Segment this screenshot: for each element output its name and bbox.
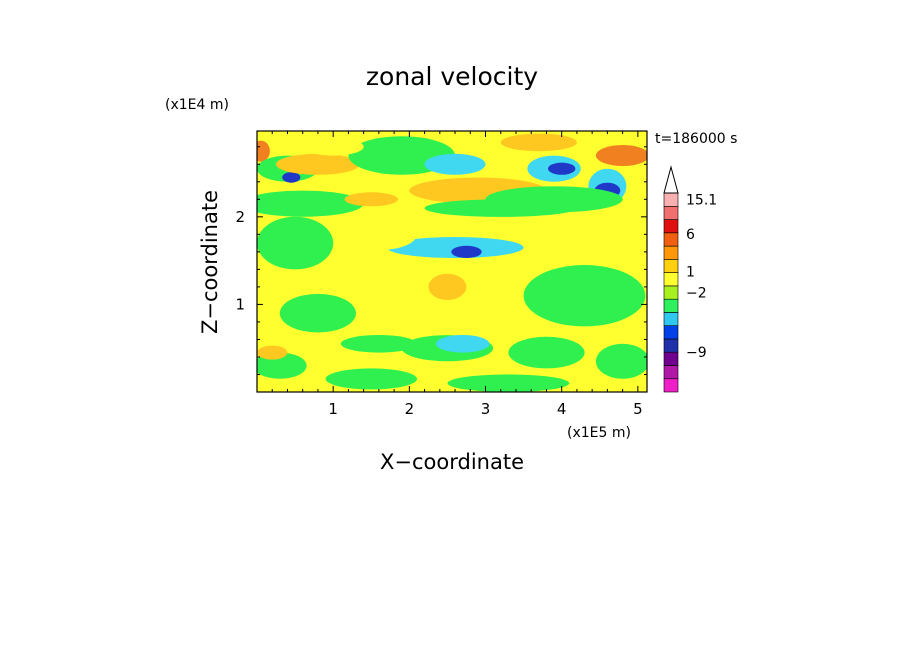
field-region-positive (428, 273, 467, 300)
field-region-neutral (257, 216, 334, 270)
plot-area (256, 130, 648, 393)
x-scale-label: (x1E5 m) (567, 425, 631, 441)
colorbar-segment (663, 192, 679, 207)
field-region-strong-positive (595, 145, 647, 166)
x-axis: 1 2 3 4 5 (271, 131, 643, 418)
colorbar-segment (663, 285, 679, 300)
field-region-negative (424, 153, 486, 175)
field-region-positive (344, 192, 398, 207)
x-tick-label: 4 (557, 400, 567, 418)
plot-frame (256, 130, 648, 393)
colorbar-segment (663, 272, 679, 287)
colorbar-label: 1 (686, 264, 695, 280)
field-region-neutral (325, 368, 417, 390)
field-region-positive (276, 153, 360, 175)
colorbar-label: −9 (686, 345, 707, 361)
colorbar-label: 15.1 (686, 193, 717, 209)
colorbar-segment (663, 298, 679, 313)
field-region-neutral (523, 265, 646, 327)
colorbar-segment (663, 378, 679, 393)
field-region-strong-negative (548, 162, 576, 175)
colorbar-segment (663, 312, 679, 326)
field-region-strong-positive (257, 140, 270, 162)
colorbar-segment (663, 351, 679, 366)
field-region-neutral (595, 343, 647, 379)
colorbar-label: 6 (686, 227, 695, 243)
colorbar-segment (663, 325, 679, 340)
colorbar: 15.1 6 1 −2 −9 (663, 165, 717, 393)
y-axis-title: Z−coordinate (198, 190, 222, 334)
field-region-neutral (257, 190, 364, 217)
colorbar-segment (663, 258, 679, 273)
x-tick-label: 3 (481, 400, 491, 418)
colorbar-segment (663, 206, 679, 220)
field-region-strong-negative (451, 245, 482, 258)
y-tick-label: 2 (235, 208, 245, 226)
field-region-negative (436, 335, 490, 353)
chart-title: zonal velocity (366, 62, 538, 91)
field-region-neutral (485, 186, 623, 213)
y-scale-label: (x1E4 m) (165, 97, 229, 113)
field-region-neutral (279, 293, 356, 333)
x-tick-label: 2 (405, 400, 415, 418)
colorbar-segment (663, 365, 679, 380)
field-region-positive (500, 133, 577, 152)
y-axis: 12 (235, 146, 647, 375)
field-region-weak-positive (302, 138, 364, 156)
colorbar-label: −2 (686, 286, 707, 302)
field-region-positive (257, 345, 288, 360)
field-region-neutral (447, 374, 570, 392)
colorbar-segment (663, 219, 679, 234)
x-axis-title: X−coordinate (380, 450, 524, 474)
field-region-neutral (340, 335, 417, 353)
x-tick-label: 5 (633, 400, 643, 418)
colorbar-segment (663, 338, 679, 353)
x-tick-label: 1 (328, 400, 338, 418)
field-region-weak-positive (588, 236, 642, 268)
field-region-neutral (508, 336, 585, 369)
contour-field (257, 133, 647, 392)
field-region-strong-negative (282, 172, 301, 183)
y-tick-label: 1 (235, 295, 245, 313)
colorbar-segment (663, 245, 679, 260)
field-region-negative (386, 237, 524, 258)
colorbar-extend-arrow (663, 165, 679, 194)
time-label: t=186000 s (655, 131, 737, 147)
field-region-weak-positive (340, 218, 417, 251)
colorbar-segment (663, 232, 679, 247)
